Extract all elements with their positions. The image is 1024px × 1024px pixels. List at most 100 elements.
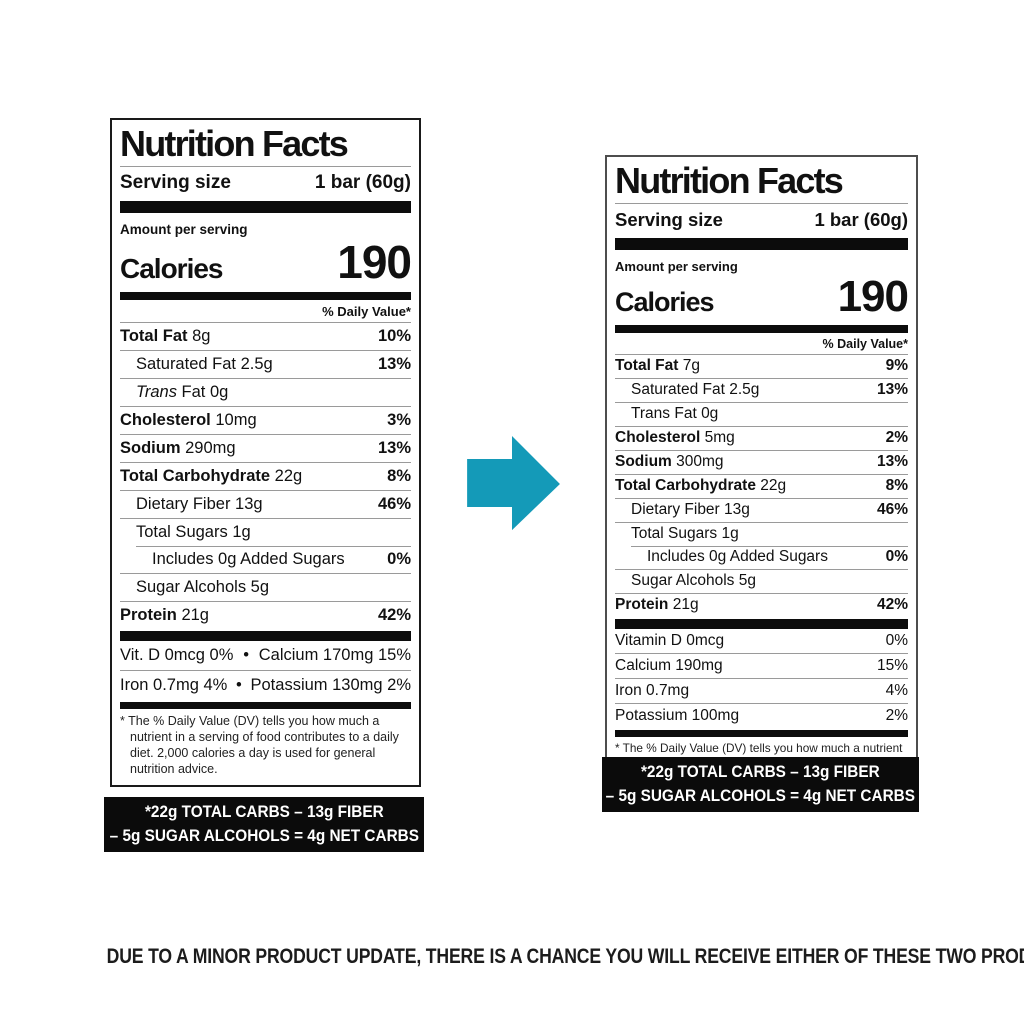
nutrient-name: Total Sugars bbox=[631, 525, 718, 543]
nutrient-name: Dietary Fiber bbox=[136, 494, 231, 513]
micronutrient-name: Vitamin D 0mcg bbox=[615, 631, 725, 649]
daily-value-header: % Daily Value* bbox=[822, 336, 908, 351]
nutrient-dv: 46% bbox=[876, 501, 908, 519]
nutrient-name: Protein bbox=[615, 596, 669, 614]
nutrient-amount: 2.5g bbox=[729, 381, 760, 399]
nutrition-row-trans-fat: Trans Fat 0g bbox=[120, 377, 411, 406]
nutrient-dv: 0% bbox=[387, 549, 411, 568]
nutrient-amount: 10mg bbox=[215, 410, 257, 429]
amount-per-serving-label: Amount per serving bbox=[615, 258, 738, 274]
calories-row: Calories 190 bbox=[120, 235, 412, 289]
micronutrient-dv: 15% bbox=[876, 656, 908, 674]
bullet-separator: • bbox=[243, 645, 249, 664]
nutrient-name: Total Fat bbox=[120, 326, 188, 345]
divider-bar-medium bbox=[120, 291, 411, 300]
divider-bar-medium bbox=[615, 324, 908, 333]
nutrient-amount: 1g bbox=[232, 522, 251, 541]
serving-size-row: Serving size 1 bar (60g) bbox=[120, 167, 411, 200]
nutrient-name: Sugar Alcohols bbox=[631, 572, 735, 590]
divider-bar-protein bbox=[120, 630, 411, 641]
micronutrient-name: Calcium 190mg bbox=[615, 656, 723, 674]
micronutrient-right: Potassium 130mg 2% bbox=[250, 675, 412, 694]
serving-size-row: Serving size 1 bar (60g) bbox=[615, 204, 908, 237]
amount-per-serving-label: Amount per serving bbox=[120, 221, 248, 237]
nutrient-name: Sodium bbox=[120, 438, 181, 457]
nutrient-name: Trans Fat bbox=[631, 405, 697, 423]
micronutrient-name: Iron 0.7mg bbox=[615, 681, 690, 699]
nutrition-row-total-fat: Total Fat 8g 10% bbox=[120, 321, 411, 350]
micronutrient-right: Calcium 170mg 15% bbox=[258, 645, 411, 664]
nutrient-amount: 8g bbox=[192, 326, 211, 345]
nutrition-row-cholesterol: Cholesterol 10mg 3% bbox=[120, 405, 411, 434]
nutrition-facts-title: Nutrition Facts bbox=[120, 125, 411, 167]
nutrition-row-total-fat: Total Fat 7g 9% bbox=[615, 353, 908, 378]
calories-row: Calories 190 bbox=[615, 272, 909, 322]
nutrient-dv: 10% bbox=[377, 326, 411, 345]
nutrition-row-protein: Protein 21g 42% bbox=[615, 592, 908, 617]
nutrient-dv: 0% bbox=[885, 548, 908, 566]
net-carbs-line1: *22g TOTAL CARBS – 13g FIBER bbox=[144, 803, 384, 822]
micronutrient-dv: 4% bbox=[885, 681, 908, 699]
nutrition-row-total-carbohydrate: Total Carbohydrate 22g 8% bbox=[120, 461, 411, 490]
nutrition-row-saturated-fat: Saturated Fat 2.5g 13% bbox=[615, 377, 908, 402]
nutrition-row-trans-fat: Trans Fat 0g bbox=[615, 401, 908, 426]
divider-bar-thick bbox=[120, 200, 411, 213]
micronutrient-left: Iron 0.7mg 4% bbox=[120, 675, 228, 694]
net-carbs-banner-old: *22g TOTAL CARBS – 13g FIBER – 5g SUGAR … bbox=[104, 797, 424, 852]
nutrient-dv: 9% bbox=[885, 357, 908, 375]
nutrient-amount: 5g bbox=[250, 577, 270, 596]
nutrition-row-sugar-alcohols: Sugar Alcohols 5g bbox=[120, 572, 411, 601]
nutrient-name: Includes 0g Added Sugars bbox=[152, 549, 345, 568]
nutrient-amount: 22g bbox=[760, 477, 787, 495]
serving-size-value: 1 bar (60g) bbox=[314, 171, 411, 193]
nutrient-name: Total Carbohydrate bbox=[615, 477, 756, 495]
nutrient-dv: 8% bbox=[387, 466, 411, 485]
net-carbs-line2: – 5g SUGAR ALCOHOLS = 4g NET CARBS bbox=[109, 826, 419, 845]
nutrient-amount: 21g bbox=[672, 596, 699, 614]
nutrient-name: Includes 0g Added Sugars bbox=[647, 548, 828, 566]
nutrient-dv: 42% bbox=[876, 596, 908, 614]
net-carbs-line1: *22g TOTAL CARBS – 13g FIBER bbox=[641, 763, 880, 782]
nutrition-facts-label-new: Nutrition Facts Serving size 1 bar (60g)… bbox=[605, 155, 918, 796]
nutrient-amount: 0g bbox=[701, 405, 719, 423]
micronutrient-row-calcium: Calcium 190mg 15% bbox=[615, 652, 908, 678]
serving-size-label: Serving size bbox=[615, 208, 723, 230]
nutrient-amount: 13g bbox=[235, 494, 263, 513]
micronutrient-row: Vit. D 0mcg 0% • Calcium 170mg 15% bbox=[120, 641, 411, 670]
nutrient-amount: 21g bbox=[181, 605, 209, 624]
nutrient-amount: 2.5g bbox=[240, 354, 273, 373]
micronutrient-dv: 2% bbox=[885, 706, 908, 724]
nutrient-amount: 22g bbox=[274, 466, 303, 485]
nutrient-dv: 2% bbox=[885, 429, 908, 447]
nutrition-facts-label-old: Nutrition Facts Serving size 1 bar (60g)… bbox=[110, 118, 421, 787]
nutrient-amount: Fat 0g bbox=[181, 382, 229, 401]
divider-bar-thick bbox=[615, 237, 908, 250]
nutrition-row-sugar-alcohols: Sugar Alcohols 5g bbox=[615, 568, 908, 593]
nutrition-row-sodium: Sodium 290mg 13% bbox=[120, 433, 411, 462]
nutrient-amount: 13g bbox=[724, 501, 750, 519]
micronutrient-left: Vit. D 0mcg 0% bbox=[120, 645, 234, 664]
nutrient-amount: 300mg bbox=[676, 453, 724, 471]
calories-value: 190 bbox=[337, 235, 412, 288]
daily-value-header: % Daily Value* bbox=[322, 303, 411, 319]
serving-size-label: Serving size bbox=[120, 171, 231, 193]
nutrient-dv: 13% bbox=[377, 438, 411, 457]
micronutrient-row: Iron 0.7mg 4% • Potassium 130mg 2% bbox=[120, 669, 412, 700]
nutrient-dv: 13% bbox=[377, 354, 411, 373]
nutrient-amount: 290mg bbox=[185, 438, 236, 457]
micronutrient-row-potassium: Potassium 100mg 2% bbox=[615, 702, 908, 728]
nutrient-dv: 8% bbox=[885, 477, 908, 495]
nutrient-amount: 5mg bbox=[704, 429, 735, 447]
nutrient-name: Total Sugars bbox=[136, 522, 228, 541]
calories-label: Calories bbox=[120, 252, 223, 284]
nutrient-name: Trans bbox=[136, 382, 177, 401]
micronutrient-row-vitamin-d: Vitamin D 0mcg 0% bbox=[615, 629, 908, 653]
nutrition-row-sodium: Sodium 300mg 13% bbox=[615, 449, 908, 474]
nutrient-name: Sugar Alcohols bbox=[136, 577, 247, 596]
nutrient-name: Saturated Fat bbox=[631, 381, 725, 399]
arrow-right-icon bbox=[467, 436, 560, 531]
divider-bar-footnote bbox=[615, 729, 908, 737]
nutrient-dv: 46% bbox=[377, 494, 411, 513]
nutrient-amount: 1g bbox=[721, 525, 739, 543]
nutrient-name: Sodium bbox=[615, 453, 672, 471]
